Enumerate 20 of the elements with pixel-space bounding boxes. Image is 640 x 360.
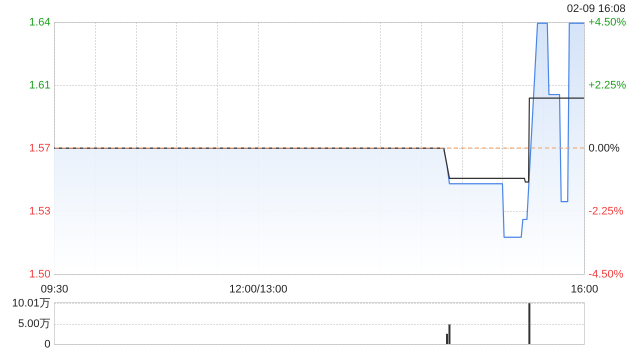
y2-tick-label: -4.50% [588,268,624,280]
x-tick-label: 12:00/13:00 [229,284,288,296]
y-tick-label: 1.53 [29,206,50,218]
text: 02-09 16:08 [566,3,626,15]
y-tick-label: 5.00万 [18,318,50,330]
y2-tick-label: -2.25% [588,206,624,218]
bar [448,324,450,344]
line-series [54,98,584,183]
y-tick-label: 10.01万 [12,298,50,310]
y-tick-label: 1.57 [29,142,50,155]
y2-tick-label: +4.50% [588,16,626,28]
x-tick-label: 16:00 [570,284,598,296]
bar [528,303,530,344]
y-tick-label: 1.61 [29,79,50,92]
y2-tick-label: 0.00% [588,142,620,154]
y-tick-label: 0 [44,338,50,350]
x-tick-label: 09:30 [40,284,68,296]
y-tick-label: 1.64 [29,16,50,28]
y2-tick-label: +2.25% [588,80,626,92]
y-tick-label: 1.50 [29,268,50,280]
